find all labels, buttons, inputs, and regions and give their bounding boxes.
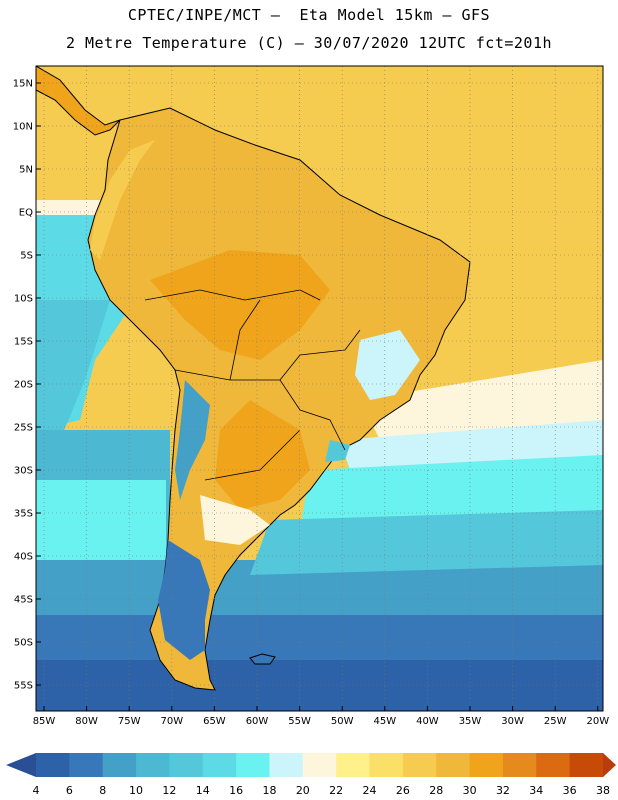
colorbar-swatch xyxy=(569,753,604,777)
colorbar-label: 18 xyxy=(262,784,276,797)
lat-tick-label: 10N xyxy=(13,122,33,133)
lon-tick-label: 75W xyxy=(118,716,141,727)
colorbar-label: 14 xyxy=(196,784,210,797)
colorbar-swatch xyxy=(136,753,170,777)
colorbar-swatch xyxy=(502,753,537,777)
lat-tick-label: 5N xyxy=(19,165,33,176)
colorbar-label: 20 xyxy=(296,784,310,797)
map-fill-layer xyxy=(36,66,603,711)
andes-north-cool xyxy=(90,140,155,260)
colorbar-label: 30 xyxy=(463,784,477,797)
andes-central-cold xyxy=(175,380,210,500)
lat-tick-label: 15N xyxy=(13,79,33,90)
lat-tick-label: EQ xyxy=(19,208,33,219)
lat-tick-label: 50S xyxy=(14,638,33,649)
lon-tick-label: 45W xyxy=(373,716,396,727)
lat-lon-grid xyxy=(36,66,603,711)
colorbar-label: 26 xyxy=(396,784,410,797)
colorbar-label: 34 xyxy=(529,784,543,797)
colorbar-label: 36 xyxy=(563,784,577,797)
lat-tick-label: 25S xyxy=(14,423,33,434)
lon-tick-label: 35W xyxy=(459,716,482,727)
lon-tick-label: 85W xyxy=(33,716,56,727)
southern-band-55s xyxy=(36,660,603,711)
lat-tick-label: 5S xyxy=(20,251,33,262)
colorbar-label: 24 xyxy=(363,784,377,797)
atlantic-warm xyxy=(440,240,603,400)
latitude-axis: 15N 10N 5N EQ 5S 10S 15S 20S 25S 30S 35S 40S 45S 50S 5… xyxy=(13,79,41,692)
lon-tick-label: 80W xyxy=(75,716,98,727)
colorbar-swatch xyxy=(369,753,404,777)
lat-tick-label: 35S xyxy=(14,509,33,520)
pampa-mild xyxy=(200,495,270,545)
lon-tick-label: 30W xyxy=(501,716,524,727)
patagonia-cold xyxy=(158,540,210,660)
brazil-highlands-cool xyxy=(355,330,420,400)
brazil-south-cool xyxy=(325,440,350,462)
colorbar-label: 38 xyxy=(596,784,610,797)
atlantic-band-16 xyxy=(300,455,603,530)
colorbar-swatch xyxy=(236,753,270,777)
colorbar-swatch xyxy=(436,753,471,777)
colorbar-label: 16 xyxy=(229,784,243,797)
map-frame xyxy=(35,65,604,712)
lat-tick-label: 15S xyxy=(14,337,33,348)
lat-tick-label: 45S xyxy=(14,595,33,606)
colorbar-label: 4 xyxy=(33,784,40,797)
colorbar-swatch xyxy=(336,753,371,777)
colorbar-swatch xyxy=(269,753,304,777)
colorbar-label: 12 xyxy=(162,784,176,797)
colorbar-label: 8 xyxy=(99,784,106,797)
colorbar-swatch xyxy=(36,753,70,777)
colorbar-swatch xyxy=(202,753,237,777)
colorbar-high-arrow xyxy=(603,753,616,777)
lat-tick-label: 20S xyxy=(14,380,33,391)
lon-tick-label: 60W xyxy=(246,716,269,727)
south-america-land xyxy=(87,107,471,691)
lon-tick-label: 65W xyxy=(203,716,226,727)
atlantic-band-12 xyxy=(250,510,603,575)
colorbar-label: 10 xyxy=(129,784,143,797)
colorbar-swatch xyxy=(302,753,337,777)
lon-tick-label: 50W xyxy=(331,716,354,727)
colorbar-swatch xyxy=(169,753,204,777)
colorbar-label: 28 xyxy=(429,784,443,797)
lon-tick-label: 25W xyxy=(544,716,567,727)
lon-tick-label: 55W xyxy=(288,716,311,727)
colorbar-swatch xyxy=(102,753,137,777)
country-borders xyxy=(144,289,361,481)
map-title: CPTEC/INPE/MCT – Eta Model 15km – GFS xyxy=(127,6,491,24)
amazon-warm-core xyxy=(150,250,330,360)
colorbar-label: 32 xyxy=(496,784,510,797)
map-subtitle: 2 Metre Temperature (C) – 30/07/2020 12U… xyxy=(65,34,553,52)
lat-tick-label: 40S xyxy=(14,552,33,563)
colorbar-label: 6 xyxy=(66,784,73,797)
chaco-warm xyxy=(215,400,310,510)
atlantic-band-20 xyxy=(360,360,603,440)
colorbar-swatch xyxy=(69,753,104,777)
colorbar-swatch xyxy=(402,753,437,777)
falklands-land xyxy=(249,653,276,665)
longitude-axis: 85W 80W 75W 70W 65W 60W 55W 50W 45W 40W 35W 30W 25W 2… xyxy=(33,706,609,727)
lat-tick-label: 10S xyxy=(14,294,33,305)
lon-tick-label: 40W xyxy=(416,716,439,727)
colorbar-swatch xyxy=(536,753,571,777)
colorbar: 4 6 8 10 12 14 16 18 20 22 24 26 28 30 32 34 36 38 xyxy=(6,753,616,797)
lon-tick-label: 20W xyxy=(586,716,609,727)
lat-tick-label: 30S xyxy=(14,466,33,477)
colorbar-swatch xyxy=(469,753,504,777)
colorbar-low-arrow xyxy=(6,753,36,777)
lat-tick-label: 55S xyxy=(14,681,33,692)
atlantic-band-18 xyxy=(340,420,603,470)
colorbar-label: 22 xyxy=(329,784,343,797)
pacific-cool-band xyxy=(36,300,110,440)
pacific-band-30s xyxy=(36,480,166,560)
lon-tick-label: 70W xyxy=(160,716,183,727)
